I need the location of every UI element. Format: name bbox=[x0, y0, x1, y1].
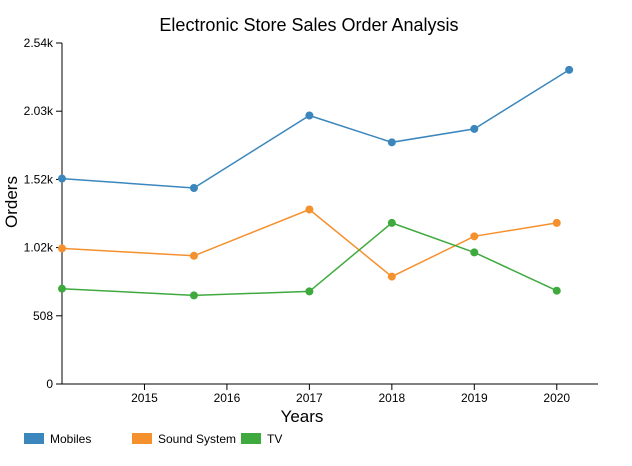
legend-label: Sound System bbox=[158, 432, 236, 446]
y-tick-label: 1.02k bbox=[24, 241, 54, 255]
data-point[interactable] bbox=[189, 251, 198, 260]
y-tick-label: 508 bbox=[33, 309, 53, 323]
legend-label: TV bbox=[267, 432, 282, 446]
data-point[interactable] bbox=[58, 174, 66, 183]
x-tick-label: 2017 bbox=[296, 391, 323, 405]
legend-item[interactable]: Mobiles bbox=[24, 432, 91, 446]
data-point[interactable] bbox=[58, 244, 66, 253]
x-tick-label: 2015 bbox=[131, 391, 158, 405]
data-point[interactable] bbox=[470, 124, 479, 133]
data-point[interactable] bbox=[305, 111, 314, 120]
data-point[interactable] bbox=[305, 205, 314, 214]
x-axis-label: Years bbox=[281, 407, 324, 426]
x-tick-label: 2016 bbox=[214, 391, 241, 405]
legend-swatch bbox=[132, 433, 152, 444]
data-point[interactable] bbox=[565, 65, 574, 74]
data-point[interactable] bbox=[552, 286, 561, 295]
y-tick-label: 1.52k bbox=[24, 172, 54, 186]
x-tick-label: 2019 bbox=[461, 391, 488, 405]
y-axis-label: Orders bbox=[2, 176, 21, 228]
x-tick-label: 2020 bbox=[543, 391, 570, 405]
legend-swatch bbox=[24, 433, 44, 444]
data-point[interactable] bbox=[387, 218, 396, 227]
legend-item[interactable]: TV bbox=[241, 432, 282, 446]
series-line bbox=[61, 69, 570, 189]
legend-item[interactable]: Sound System bbox=[132, 432, 236, 446]
data-point[interactable] bbox=[470, 232, 479, 241]
data-point[interactable] bbox=[387, 138, 396, 147]
data-point[interactable] bbox=[470, 248, 479, 257]
y-tick-label: 2.03k bbox=[24, 104, 54, 118]
series-line bbox=[61, 222, 558, 297]
legend-swatch bbox=[241, 433, 261, 444]
data-point[interactable] bbox=[58, 284, 66, 293]
chart-title: Electronic Store Sales Order Analysis bbox=[159, 15, 458, 35]
data-point[interactable] bbox=[189, 183, 198, 192]
data-point[interactable] bbox=[305, 287, 314, 296]
x-tick-label: 2018 bbox=[378, 391, 405, 405]
series-line bbox=[61, 208, 557, 278]
data-point[interactable] bbox=[552, 218, 561, 227]
axes: 0 508 1.02k 1.52k 2.03k 2.54k 2015 2016 2017 2018… bbox=[24, 36, 598, 405]
series-lines bbox=[58, 65, 574, 300]
series-sound-system bbox=[58, 205, 561, 281]
y-tick-label: 2.54k bbox=[24, 36, 54, 50]
legend-label: Mobiles bbox=[50, 432, 91, 446]
series-mobiles bbox=[58, 65, 574, 192]
data-point[interactable] bbox=[189, 291, 198, 300]
data-point[interactable] bbox=[387, 272, 396, 281]
series-tv bbox=[58, 218, 561, 300]
legend: Mobiles Sound System TV bbox=[24, 432, 282, 446]
y-tick-label: 0 bbox=[46, 377, 53, 391]
